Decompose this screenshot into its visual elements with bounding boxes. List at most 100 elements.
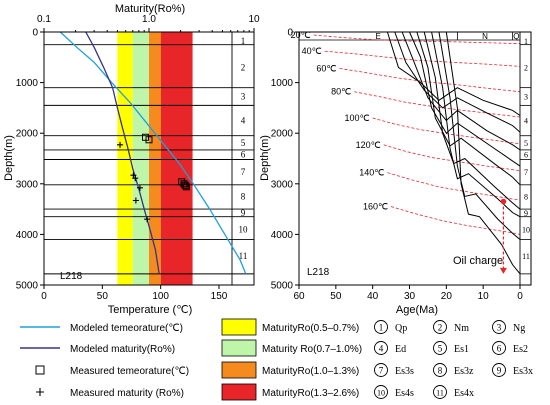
right-depth-axis-title: Depth(m) <box>259 135 271 181</box>
legend-maturity-swatch <box>221 361 257 379</box>
temperature-x-axis: 0 50 100 150 <box>41 285 228 302</box>
measured-temperature-point <box>182 183 190 191</box>
legend-formation-number: 8 <box>438 366 443 376</box>
age-x-axis: 60 50 40 30 20 10 0 <box>293 285 523 302</box>
right-depth-tick-label: 2000 <box>271 129 294 140</box>
age-tick-label: 40 <box>367 291 379 302</box>
oil-charge-marker <box>499 198 507 274</box>
modeled-maturity-line <box>85 31 160 274</box>
burial-line <box>431 31 521 218</box>
isotherm-label: 80℃ <box>331 87 351 97</box>
depth-tick-label: 5000 <box>16 281 39 292</box>
right-strat-number: 4 <box>524 117 528 126</box>
strat-number-label: 5 <box>241 138 246 148</box>
legend-formation-name: Es3z <box>454 366 474 377</box>
right-strat-number: 2 <box>524 63 528 72</box>
legend-formation-circle <box>492 320 506 334</box>
right-strat-number: 8 <box>524 192 528 201</box>
burial-line <box>409 31 521 167</box>
legend-formation-name: Ng <box>513 323 525 334</box>
isotherm-label: 20℃ <box>291 30 311 40</box>
strat-number-label: 8 <box>241 191 246 201</box>
temperature-tick-label: 100 <box>152 291 169 302</box>
legend-label: MaturityRo(0.5–0.7%) <box>262 323 359 334</box>
burial-line <box>445 31 521 275</box>
right-depth-tick-label: 1000 <box>271 78 294 89</box>
legend-formation-number: 4 <box>379 344 384 354</box>
legend-formation-name: Es1 <box>454 344 469 355</box>
right-depth-tick-label: 4000 <box>271 230 294 241</box>
strat-number-label: 4 <box>241 116 246 126</box>
legend-formation-name: Nm <box>454 323 469 334</box>
right-plot-background <box>299 32 531 285</box>
measured-maturity-point <box>144 216 151 223</box>
legend-maturity-swatch <box>221 339 257 357</box>
measured-maturity-point <box>117 141 124 148</box>
isotherm-line <box>383 144 521 172</box>
age-axis-title: Age(Ma) <box>396 304 438 316</box>
measured-maturity-point <box>130 172 137 179</box>
right-plot-frame <box>298 31 532 286</box>
legend-formation-number: 6 <box>497 344 502 354</box>
legend-label: Modeled maturity(Ro%) <box>70 344 175 355</box>
age-tick-label: 10 <box>478 291 490 302</box>
maturity-tick-label: 0.1 <box>37 14 51 25</box>
strat-number-label: 10 <box>239 224 249 234</box>
right-strat-column: 1 2 3 4 5 6 7 8 9 10 11 <box>519 32 531 285</box>
right-strat-number: 9 <box>524 209 528 218</box>
burial-lines <box>386 31 521 275</box>
strat-number-label: 9 <box>241 208 246 218</box>
legend-formation-circle <box>374 341 388 355</box>
right-depth-tick-label: 5000 <box>271 281 294 292</box>
burial-line <box>394 31 521 133</box>
legend-label: Measured temeorature(℃) <box>70 366 189 377</box>
oil-charge-arrowhead <box>499 267 507 274</box>
maturity-zone-2 <box>132 32 149 285</box>
maturity-zones <box>117 32 193 285</box>
legend-formation-name: Qp <box>395 323 407 334</box>
isotherm-line <box>390 206 521 235</box>
maturity-zone-1 <box>117 32 133 285</box>
right-strat-number: 11 <box>522 252 530 261</box>
measured-temperature-point <box>145 136 153 144</box>
legend-label: MaturityRo(1.0–1.3%) <box>262 366 359 377</box>
isotherm-line <box>313 34 521 45</box>
legend-label: Maturity Ro(0.7–1.0%) <box>262 344 362 355</box>
temperature-axis-title: Temperature (℃) <box>108 304 193 316</box>
period-label-q: Q <box>513 32 519 41</box>
burial-line <box>438 31 521 240</box>
legend: Modeled temeorature(℃) Modeled maturity(R… <box>20 318 533 401</box>
measured-temperature-point <box>181 181 189 189</box>
isotherm-label: 60℃ <box>316 63 336 73</box>
left-depth-axis-title: Depth(m) <box>3 135 15 181</box>
right-strat-number: 6 <box>524 150 528 159</box>
left-panel-temperature-maturity: 1 2 3 4 56 7 8 9 10 11 0.1 1.0 10 0 50 100 150 0 1000 20… <box>3 3 260 316</box>
isotherm-label: 100℃ <box>345 113 370 123</box>
oil-charge-label: Oil charge <box>453 255 503 267</box>
legend-maturity-swatch <box>221 318 257 336</box>
oil-charge-dot <box>500 198 507 205</box>
depth-tick-label: 4000 <box>16 230 39 241</box>
burial-line <box>423 31 521 210</box>
right-depth-y-axis: 0 1000 2000 3000 4000 5000 <box>271 28 299 292</box>
legend-formation-name: Es3s <box>395 366 414 377</box>
legend-formation-name: Ed <box>395 344 406 355</box>
depth-tick-label: 0 <box>32 28 38 39</box>
legend-formation-circle <box>433 320 447 334</box>
right-strat-number: 5 <box>524 139 528 148</box>
right-depth-tick-label: 3000 <box>271 179 294 190</box>
temperature-tick-label: 150 <box>211 291 228 302</box>
isotherm-line <box>372 117 521 145</box>
isotherm-label: 120℃ <box>356 140 381 150</box>
legend-formation-circle <box>433 341 447 355</box>
legend-formation-name: Es4x <box>454 388 474 399</box>
isotherm-line <box>339 68 521 93</box>
measured-maturity-point <box>132 175 139 182</box>
legend-formation-circle <box>374 320 388 334</box>
depth-tick-label: 1000 <box>16 78 39 89</box>
legend-formation-circle <box>433 363 447 377</box>
age-tick-label: 20 <box>441 291 453 302</box>
legend-formation-number: 1 <box>379 323 384 333</box>
